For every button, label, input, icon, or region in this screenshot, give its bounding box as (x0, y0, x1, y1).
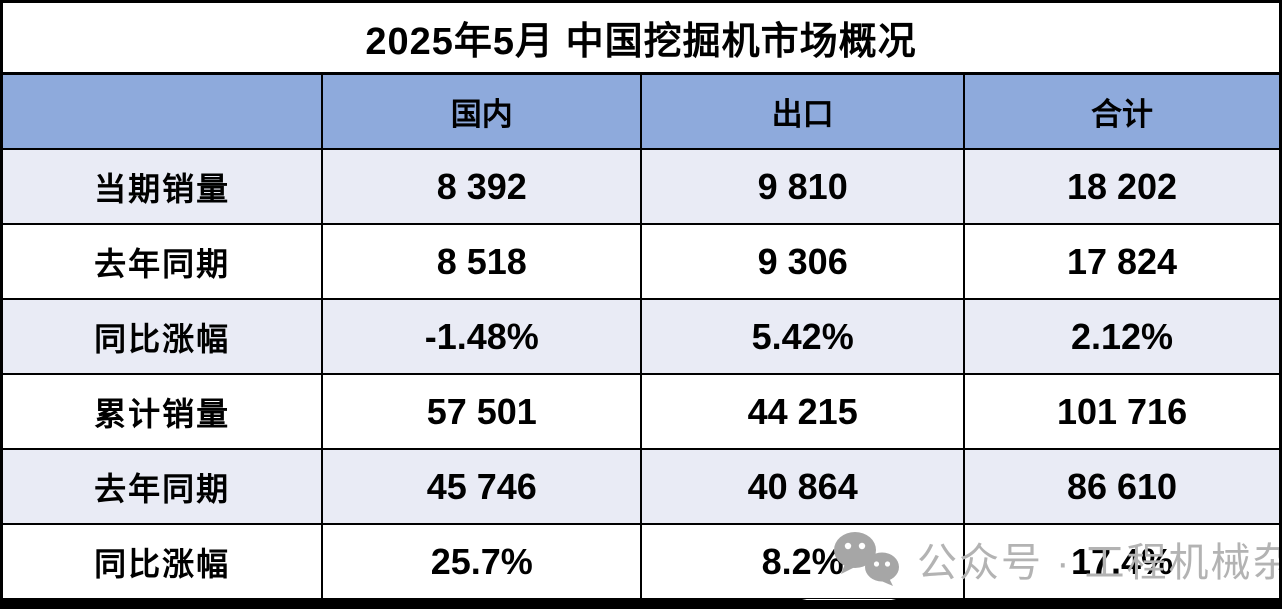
cell-value: 9 810 (642, 150, 966, 223)
cell-value: 8.2% (642, 525, 966, 598)
cell-value: 86 610 (1066, 465, 1178, 507)
cell-value: 5.42% (642, 300, 966, 373)
table-header-row: 国内 出口 合计 (3, 75, 1279, 150)
cell-value: 8 518 (323, 225, 643, 298)
row-label: 去年同期 (3, 450, 324, 523)
cell-value: 8 392 (323, 150, 643, 223)
header-cell-domestic: 国内 (323, 75, 643, 148)
table-row: 去年同期 45 746 40 864 86 610 (3, 450, 1279, 525)
table-row: 去年同期 8 518 9 306 17 824 (3, 225, 1279, 300)
cell-value: 25.7% (323, 525, 643, 598)
cell-value: 101 716 (1056, 390, 1188, 432)
cell-value: 17.4% (1070, 540, 1174, 582)
header-cell-total: 合计 (1091, 97, 1154, 132)
row-label: 去年同期 (3, 225, 324, 298)
table-row: 同比涨幅 25.7% 8.2% 17.4% (3, 525, 1279, 600)
table-row: 同比涨幅 -1.48% 5.42% 2.12% (3, 300, 1279, 375)
cell-value: 44 215 (642, 375, 966, 448)
table-row: 累计销量 57 501 44 215 101 716 (3, 375, 1279, 450)
row-label: 当期销量 (3, 150, 324, 223)
triangle-notch (802, 599, 896, 600)
cell-value: 18 202 (1066, 165, 1178, 207)
cell-value: 17 824 (1066, 240, 1178, 282)
header-cell-export: 出口 (642, 75, 966, 148)
row-label: 累计销量 (3, 375, 324, 448)
cell-value: 2.12% (1070, 315, 1174, 357)
cell-value: 57 501 (323, 375, 643, 448)
header-cell-blank (3, 75, 324, 148)
cell-value: -1.48% (323, 300, 643, 373)
cell-value: 45 746 (323, 450, 643, 523)
row-label: 同比涨幅 (3, 300, 324, 373)
table-row: 当期销量 8 392 9 810 18 202 (3, 150, 1279, 225)
cell-value: 40 864 (642, 450, 966, 523)
cell-value: 9 306 (642, 225, 966, 298)
page-title: 2025年5月 中国挖掘机市场概况 (3, 3, 1279, 75)
row-label: 同比涨幅 (3, 525, 324, 598)
